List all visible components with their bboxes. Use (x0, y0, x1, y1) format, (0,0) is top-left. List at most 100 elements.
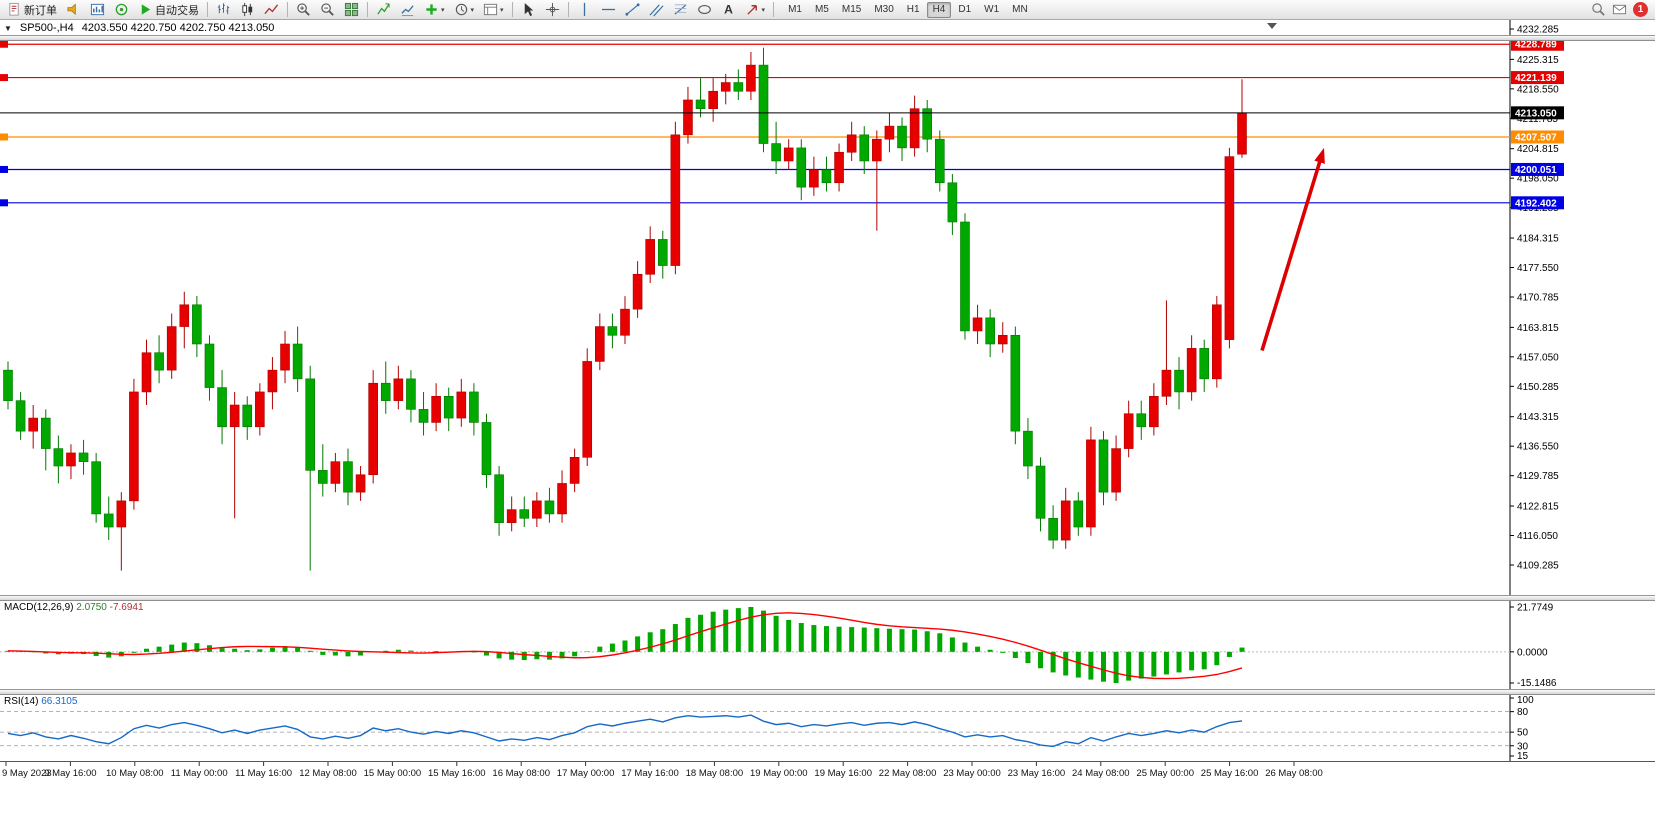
news-icon[interactable] (1612, 2, 1627, 17)
timeframe-m1-button[interactable]: M1 (782, 2, 808, 18)
dropdown-caret-icon: ▾ (500, 6, 504, 14)
toolbar-separator (367, 2, 368, 17)
svg-text:A: A (724, 3, 733, 17)
ellipse-shape-icon (697, 5, 711, 14)
svg-text:4200.051: 4200.051 (1515, 165, 1557, 176)
template-icon (483, 3, 498, 16)
timeframe-d1-button[interactable]: D1 (952, 2, 977, 18)
svg-text:22 May 08:00: 22 May 08:00 (879, 768, 937, 779)
trend-arrow[interactable] (1260, 147, 1325, 352)
timeframe-group: M1 M5 M15 M30 H1 H4 D1 W1 MN (782, 1, 1034, 18)
search-icon[interactable] (1591, 2, 1606, 17)
indicator-list-button[interactable] (372, 1, 395, 19)
svg-text:4228.789: 4228.789 (1515, 40, 1557, 51)
panel-separator-macd[interactable] (0, 595, 1655, 601)
svg-text:80: 80 (1517, 707, 1529, 718)
notification-badge[interactable]: 1 (1633, 2, 1648, 17)
timeframe-h4-button[interactable]: H4 (926, 1, 952, 18)
sound-button[interactable] (62, 1, 85, 19)
macd-panel: 21.7749 0.0000 -15.1486 MACD(12,26,9) 2.07… (0, 601, 1655, 689)
autotrading-button[interactable]: 自动交易 (134, 1, 203, 19)
timeframe-w1-button[interactable]: W1 (978, 2, 1005, 18)
indicator-list-icon (377, 3, 390, 15)
macd-signal-line (7, 612, 1243, 680)
chart-shift-marker (1267, 23, 1277, 29)
svg-text:0.0000: 0.0000 (1517, 647, 1548, 658)
chart-candles-button[interactable] (236, 1, 259, 19)
price-tag: 4207.507 (1511, 130, 1564, 144)
panel-separator-rsi[interactable] (0, 689, 1655, 695)
svg-text:4163.815: 4163.815 (1517, 323, 1559, 334)
chart-window-button[interactable] (86, 1, 109, 19)
timeframe-m5-button[interactable]: M5 (809, 2, 835, 18)
chart-line-button[interactable] (260, 1, 283, 19)
zoom-in-icon (297, 3, 310, 16)
shapes-tool-button[interactable] (693, 1, 716, 19)
price-scale: 4232.285 4225.315 4218.550 4211.785 4204.815… (1510, 25, 1559, 572)
svg-text:18 May 08:00: 18 May 08:00 (686, 768, 744, 779)
timeframe-m30-button[interactable]: M30 (868, 2, 899, 18)
candles (3, 47, 1247, 571)
svg-text:9 May 16:00: 9 May 16:00 (44, 768, 96, 779)
periods-button[interactable]: ▾ (450, 1, 479, 19)
svg-text:19 May 00:00: 19 May 00:00 (750, 768, 808, 779)
tile-windows-icon (344, 2, 359, 17)
new-order-icon (9, 2, 19, 16)
svg-text:30: 30 (1517, 741, 1529, 752)
svg-text:4170.785: 4170.785 (1517, 293, 1559, 304)
indicator-window-button[interactable] (396, 1, 419, 19)
text-tool-button[interactable]: A (717, 1, 740, 19)
svg-text:4192.402: 4192.402 (1515, 198, 1557, 209)
svg-text:50: 50 (1517, 728, 1529, 739)
price-chart[interactable]: 4232.285 4225.315 4218.550 4211.785 4204.815… (0, 20, 1655, 595)
template-button[interactable]: ▾ (479, 1, 508, 19)
svg-text:100: 100 (1517, 695, 1534, 706)
svg-text:26 May 08:00: 26 May 08:00 (1265, 768, 1323, 779)
svg-text:4211.785: 4211.785 (1517, 114, 1558, 125)
chart-bars-button[interactable] (212, 1, 235, 19)
add-indicator-button[interactable]: ▾ (420, 1, 449, 19)
dropdown-caret-icon: ▾ (761, 6, 766, 14)
community-button[interactable] (110, 1, 133, 19)
cursor-button[interactable] (517, 1, 540, 19)
horizontal-lines[interactable] (0, 40, 1510, 207)
macd-chart[interactable]: 21.7749 0.0000 -15.1486 (0, 601, 1655, 689)
trendline-tool-button[interactable] (621, 1, 644, 19)
chart-window-icon (90, 3, 105, 16)
horizontal-line-tool-button[interactable] (597, 1, 620, 19)
macd-histogram (5, 607, 1245, 683)
chart-menu-icon[interactable]: ▼ (4, 23, 12, 33)
svg-text:4129.785: 4129.785 (1517, 471, 1559, 482)
svg-text:4204.815: 4204.815 (1517, 144, 1559, 155)
channel-tool-button[interactable] (645, 1, 668, 19)
zoom-in-button[interactable] (292, 1, 315, 19)
svg-text:4221.139: 4221.139 (1515, 73, 1557, 84)
rsi-line (7, 714, 1243, 748)
time-axis[interactable]: 9 May 2023 9 May 16:00 10 May 08:00 11 May … (0, 761, 1655, 780)
svg-text:25 May 00:00: 25 May 00:00 (1136, 768, 1194, 779)
svg-text:11 May 16:00: 11 May 16:00 (235, 768, 292, 779)
fibonacci-tool-button[interactable] (669, 1, 692, 19)
tile-windows-button[interactable] (340, 1, 363, 19)
clock-icon (455, 3, 467, 16)
svg-text:4225.315: 4225.315 (1517, 55, 1559, 66)
candles-chart-icon (242, 2, 253, 17)
fibonacci-icon (674, 4, 687, 15)
zoom-out-icon (321, 3, 334, 16)
toolbar-separator (287, 2, 288, 17)
new-order-button[interactable]: 新订单 (3, 1, 61, 19)
timeframe-m15-button[interactable]: M15 (836, 2, 867, 18)
arrows-tool-button[interactable]: ▾ (741, 1, 770, 19)
timeframe-mn-button[interactable]: MN (1006, 2, 1034, 18)
vertical-line-tool-button[interactable] (573, 1, 596, 19)
autotrading-play-icon (141, 4, 151, 15)
toolbar-separator (773, 2, 775, 17)
svg-text:4207.507: 4207.507 (1515, 132, 1557, 143)
zoom-out-button[interactable] (316, 1, 339, 19)
crosshair-button[interactable] (541, 1, 564, 19)
toolbar-separator (207, 2, 208, 17)
timeframe-h1-button[interactable]: H1 (901, 2, 926, 18)
text-tool-icon: A (724, 3, 733, 17)
